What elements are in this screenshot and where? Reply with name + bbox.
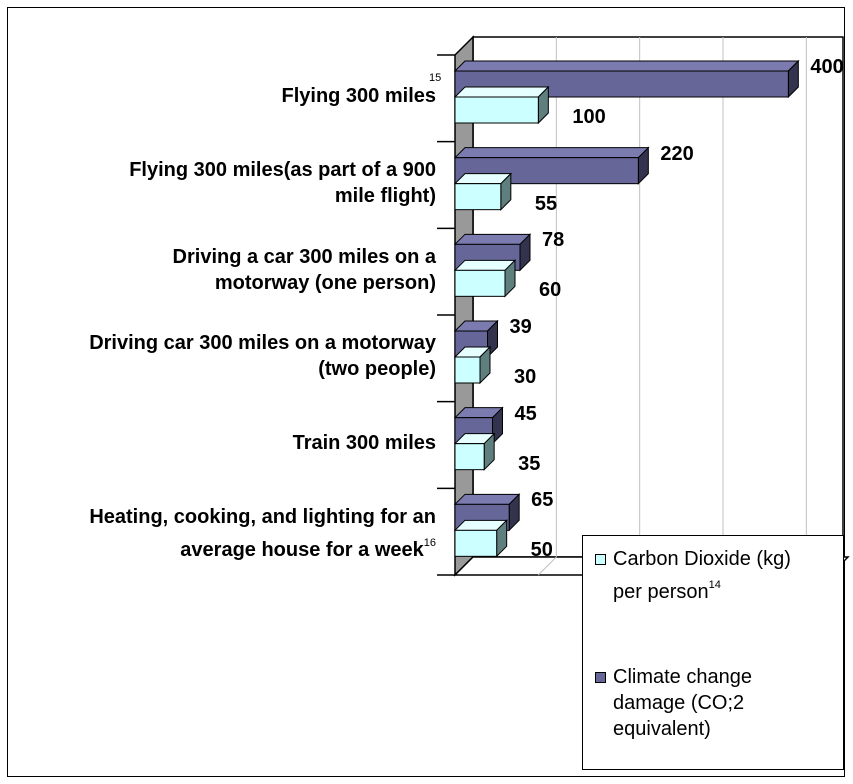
legend-co2-footnote: 14 xyxy=(708,579,721,591)
value-label-co2-5: 50 xyxy=(530,539,553,562)
chart-frame xyxy=(7,7,845,777)
chart-legend: Carbon Dioxide (kg) per person14 Climate… xyxy=(582,535,844,770)
category-label-2-line-0: Driving a car 300 miles on a xyxy=(172,245,436,268)
floor-gridline-100 xyxy=(537,556,557,576)
category-label-3-line-1: (two people) xyxy=(318,358,436,381)
value-label-climate-0: 400 xyxy=(810,56,844,78)
bar-co2-0-top xyxy=(453,86,550,98)
bar-co2-2 xyxy=(454,269,506,297)
category-label-0: Flying 300 miles xyxy=(4,83,436,109)
legend-climate-line-1: Climate change xyxy=(613,666,752,688)
bar-climate-5-top xyxy=(453,493,521,505)
value-label-climate-5: 65 xyxy=(531,489,554,512)
bar-co2-5 xyxy=(454,529,498,557)
legend-co2-line-1: Carbon Dioxide (kg) xyxy=(613,548,791,570)
category-label-4: Train 300 miles xyxy=(4,430,436,456)
category-footnote-5: 16 xyxy=(423,536,436,549)
category-label-1-line-1: mile flight) xyxy=(334,185,436,207)
legend-swatch-co2 xyxy=(595,554,606,565)
bar-climate-0-top xyxy=(453,60,800,72)
bar-climate-2-top xyxy=(453,233,532,245)
legend-climate-line-3: equivalent) xyxy=(613,718,711,740)
category-label-0-line-0: Flying 300 miles xyxy=(281,85,436,108)
category-label-3-line-0: Driving car 300 miles on a motorway xyxy=(89,332,436,355)
bar-co2-3 xyxy=(454,356,481,384)
legend-swatch-climate xyxy=(595,672,606,683)
category-label-5-line-1: average house for a week xyxy=(180,538,424,561)
category-label-4-line-0: Train 300 miles xyxy=(292,432,436,454)
value-label-climate-2: 78 xyxy=(542,229,565,252)
legend-co2-line-2: per person xyxy=(613,581,709,603)
value-label-climate-3: 39 xyxy=(509,316,532,338)
category-label-1: Flying 300 miles(as part of a 900 mile fl… xyxy=(4,157,436,209)
bar-climate-1-top xyxy=(453,147,650,159)
category-label-3: Driving car 300 miles on a motorway (two … xyxy=(4,330,436,382)
category-footnote-0: 15 xyxy=(429,72,442,84)
back-wall xyxy=(472,36,844,558)
category-label-5: Heating, cooking, and lighting for an ave… xyxy=(4,504,436,563)
value-label-co2-4: 35 xyxy=(518,452,541,475)
bar-co2-0 xyxy=(454,96,539,124)
bar-co2-1 xyxy=(454,183,502,211)
legend-label-co2: Carbon Dioxide (kg) per person14 xyxy=(613,546,838,605)
value-label-climate-4: 45 xyxy=(514,402,537,425)
value-label-co2-3: 30 xyxy=(514,366,537,388)
value-label-co2-1: 55 xyxy=(534,192,558,215)
legend-climate-line-2: damage (CO;2 xyxy=(613,692,745,714)
category-label-1-line-0: Flying 300 miles(as part of a 900 xyxy=(129,159,436,181)
bar-co2-4 xyxy=(454,443,485,471)
category-label-2: Driving a car 300 miles on a motorway (on… xyxy=(4,244,436,296)
category-label-5-line-0: Heating, cooking, and lighting for an xyxy=(89,505,436,528)
value-label-climate-1: 220 xyxy=(660,142,694,165)
category-label-2-line-1: motorway (one person) xyxy=(214,271,436,294)
value-label-co2-0: 100 xyxy=(572,106,606,128)
value-label-co2-2: 60 xyxy=(539,279,562,302)
legend-label-climate: Climate change damage (CO;2 equivalent) xyxy=(613,664,838,742)
